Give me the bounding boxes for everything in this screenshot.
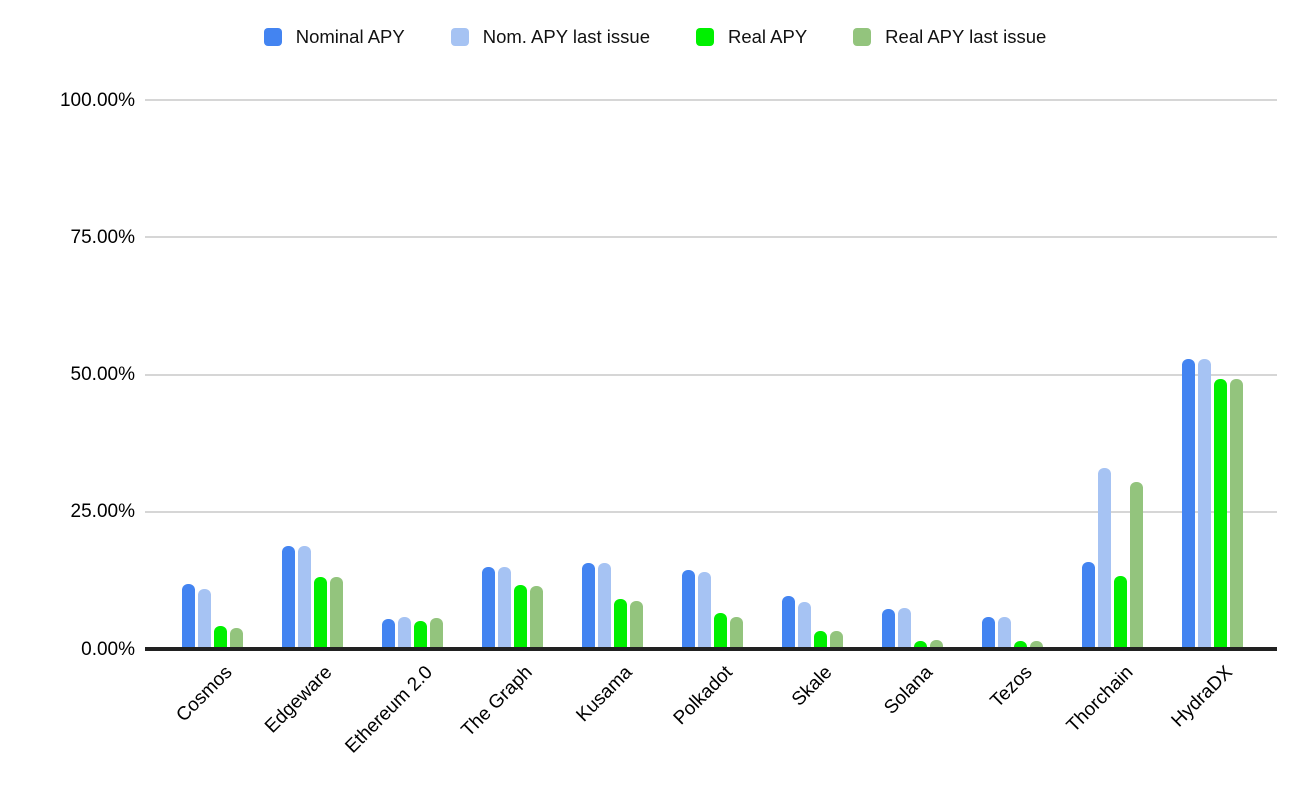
bar-group-ethereum-2-0 <box>362 100 462 649</box>
bar-nominal-apy[interactable] <box>281 545 295 649</box>
bar-group-thorchain <box>1062 100 1162 649</box>
bar-nominal-apy[interactable] <box>981 617 995 649</box>
legend-swatch-icon <box>695 28 714 46</box>
bar-real-apy-last-issue[interactable] <box>229 628 243 649</box>
bar-nom-apy-last-issue[interactable] <box>697 571 711 649</box>
bar-real-apy[interactable] <box>213 625 227 649</box>
bar-nom-apy-last-issue[interactable] <box>1097 468 1111 649</box>
plot-area <box>145 99 1277 651</box>
bar-nominal-apy[interactable] <box>1081 562 1095 649</box>
bar-real-apy-last-issue[interactable] <box>1229 378 1243 649</box>
legend-swatch-icon <box>450 28 469 46</box>
bar-nom-apy-last-issue[interactable] <box>497 567 511 649</box>
x-category-label: Cosmos <box>172 662 237 727</box>
legend-item-label: Nom. APY last issue <box>482 26 650 47</box>
x-category-label: HydraDX <box>1167 662 1237 732</box>
bar-nominal-apy[interactable] <box>381 618 395 649</box>
chart-legend: Nominal APY Nom. APY last issue Real APY Re… <box>0 26 1310 48</box>
bar-nom-apy-last-issue[interactable] <box>1197 359 1211 649</box>
x-category-label: Solana <box>880 662 937 719</box>
gridline <box>145 373 1277 376</box>
x-category-label: Skale <box>788 662 837 711</box>
bar-real-apy[interactable] <box>713 612 727 649</box>
x-category-label: Ethereum 2.0 <box>341 662 437 758</box>
bar-nom-apy-last-issue[interactable] <box>597 562 611 649</box>
bar-real-apy[interactable] <box>1213 378 1227 649</box>
x-axis-labels: Cosmos Edgeware Ethereum 2.0 The Graph Kusam… <box>145 662 1277 808</box>
bar-real-apy[interactable] <box>313 576 327 649</box>
bar-group-kusama <box>562 100 662 649</box>
legend-item-label: Nominal APY <box>295 26 405 47</box>
bar-nom-apy-last-issue[interactable] <box>197 589 211 649</box>
bar-real-apy-last-issue[interactable] <box>1129 482 1143 649</box>
bar-group-tezos <box>962 100 1062 649</box>
bar-nominal-apy[interactable] <box>881 608 895 649</box>
bar-real-apy-last-issue[interactable] <box>629 600 643 649</box>
bar-group-cosmos <box>162 100 262 649</box>
y-tick-label: 100.00% <box>59 89 135 111</box>
bars-row <box>162 100 1262 649</box>
bar-nominal-apy[interactable] <box>581 562 595 649</box>
x-category-label: Edgeware <box>261 662 337 738</box>
bar-real-apy[interactable] <box>413 620 427 649</box>
legend-item-4[interactable]: Real APY last issue <box>853 26 1046 48</box>
bar-nom-apy-last-issue[interactable] <box>297 545 311 649</box>
bar-real-apy[interactable] <box>613 599 627 649</box>
bar-group-polkadot <box>662 100 762 649</box>
bar-nom-apy-last-issue[interactable] <box>897 608 911 649</box>
legend-item-2[interactable]: Nom. APY last issue <box>450 26 650 48</box>
bar-real-apy-last-issue[interactable] <box>929 640 943 649</box>
gridline <box>145 99 1277 101</box>
bar-real-apy-last-issue[interactable] <box>529 585 543 649</box>
legend-swatch-icon <box>263 28 282 46</box>
bar-group-the-graph <box>462 100 562 649</box>
x-axis-line <box>145 647 1277 651</box>
x-category-label: Thorchain <box>1062 662 1137 737</box>
legend-item-3[interactable]: Real APY <box>695 26 808 48</box>
y-tick-label: 75.00% <box>70 226 135 248</box>
x-category-label: The Graph <box>457 662 537 742</box>
bar-nominal-apy[interactable] <box>681 569 695 649</box>
bar-nom-apy-last-issue[interactable] <box>397 616 411 649</box>
y-tick-label: 25.00% <box>70 501 135 523</box>
bar-nominal-apy[interactable] <box>181 583 195 649</box>
bar-real-apy[interactable] <box>513 584 527 649</box>
bar-nom-apy-last-issue[interactable] <box>797 601 811 649</box>
bar-nom-apy-last-issue[interactable] <box>997 617 1011 649</box>
legend-swatch-icon <box>853 28 872 46</box>
gridline <box>145 510 1277 513</box>
bar-real-apy[interactable] <box>1113 576 1127 649</box>
bar-nominal-apy[interactable] <box>781 595 795 649</box>
bar-real-apy[interactable] <box>913 640 927 649</box>
bar-group-solana <box>862 100 962 649</box>
legend-item-label: Real APY last issue <box>885 26 1047 47</box>
legend-item-label: Real APY <box>727 26 808 47</box>
bar-real-apy-last-issue[interactable] <box>329 576 343 649</box>
bar-real-apy[interactable] <box>1013 640 1027 649</box>
gridline <box>145 236 1277 239</box>
x-category-label: Kusama <box>572 662 637 727</box>
x-category-label: Tezos <box>986 662 1037 712</box>
bar-real-apy-last-issue[interactable] <box>729 616 743 649</box>
x-category-label: Polkadot <box>669 662 737 730</box>
y-tick-label: 50.00% <box>70 364 135 385</box>
legend-item-1[interactable]: Nominal APY <box>263 26 405 48</box>
bar-real-apy-last-issue[interactable] <box>829 631 843 649</box>
bar-real-apy-last-issue[interactable] <box>1029 640 1043 649</box>
bar-real-apy[interactable] <box>813 631 827 649</box>
bar-group-skale <box>762 100 862 649</box>
bar-nominal-apy[interactable] <box>481 567 495 649</box>
bar-group-edgeware <box>262 100 362 649</box>
bar-nominal-apy[interactable] <box>1181 359 1195 649</box>
y-tick-label: 0.00% <box>81 638 135 660</box>
bar-real-apy-last-issue[interactable] <box>429 618 443 649</box>
bar-group-hydradx <box>1162 100 1262 649</box>
